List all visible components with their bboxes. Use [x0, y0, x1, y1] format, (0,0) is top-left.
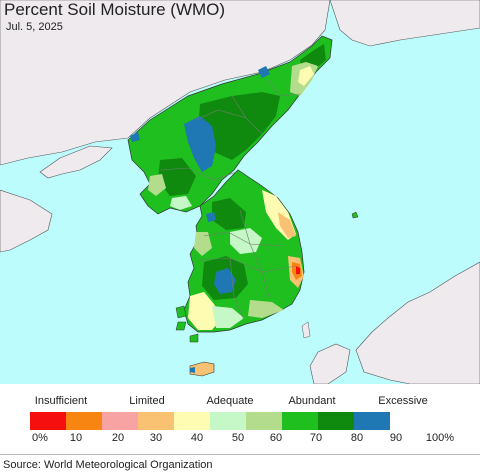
legend-tick-7: 70 [309, 432, 323, 444]
legend-tick-10: 100% [425, 432, 455, 444]
jeju-island [189, 361, 215, 377]
nk-south-light [170, 196, 192, 210]
legend-swatch-0 [30, 412, 66, 430]
japan-island [309, 343, 351, 385]
legend-tick-2: 20 [111, 432, 125, 444]
legend-category-insufficient: Insufficient [34, 395, 88, 407]
province-borders [159, 79, 301, 321]
nk-dark-area [198, 92, 280, 160]
sk-south-coast-light [248, 300, 284, 318]
sk-west-light [194, 232, 212, 256]
legend-swatch-8 [318, 412, 354, 430]
legend-category-adequate: Adequate [206, 395, 254, 407]
map-title: Percent Soil Moisture (WMO) [4, 0, 226, 19]
legend-tick-9: 90 [389, 432, 403, 444]
legend-swatch-3 [138, 412, 174, 430]
sk-south-light [212, 306, 244, 328]
legend-swatch-1 [66, 412, 102, 430]
legend-color-scale [30, 412, 390, 430]
nk-east-coast-adequate [298, 66, 314, 86]
map-date: Jul. 5, 2025 [6, 21, 63, 33]
legend-swatch-6 [246, 412, 282, 430]
sw-islands [175, 305, 199, 343]
legend-tick-5: 50 [231, 432, 245, 444]
china-shandong [0, 189, 53, 253]
legend-tick-6: 60 [269, 432, 283, 444]
legend-swatch-7 [282, 412, 318, 430]
china-land [0, 0, 331, 166]
legend-tick-3: 30 [149, 432, 163, 444]
ulleung-islet [351, 211, 359, 219]
nk-west-coast-light [148, 174, 166, 196]
legend-swatch-2 [102, 412, 138, 430]
legend-swatch-5 [210, 412, 246, 430]
legend-swatch-4 [174, 412, 210, 430]
sk-excessive-area [214, 268, 236, 294]
legend-tick-0: 0% [32, 432, 48, 444]
sk-excessive-spot [206, 212, 216, 222]
legend-tick-4: 40 [190, 432, 204, 444]
jeju-west-spot [190, 367, 195, 373]
russia-land [329, 0, 480, 47]
legend-tick-1: 10 [69, 432, 83, 444]
legend-category-excessive: Excessive [378, 395, 428, 407]
nk-dark-area-3 [158, 158, 196, 196]
sk-central-light [230, 228, 262, 254]
legend-category-limited: Limited [129, 395, 165, 407]
nk-excessive-spot-2 [130, 132, 140, 142]
nk-excessive-spot [258, 66, 270, 78]
sk-south-adequate [188, 292, 222, 330]
legend-category-abundant: Abundant [288, 395, 336, 407]
china-peninsula [39, 145, 113, 179]
footer-divider [0, 454, 480, 455]
japan-tsushima [301, 321, 311, 339]
sk-southeast-red [296, 266, 300, 274]
source-credit: Source: World Meteorological Organizatio… [3, 459, 213, 471]
sk-dark-area [212, 198, 246, 230]
sk-east-coast-limited [278, 212, 296, 238]
legend: Insufficient Limited Adequate Abundant E… [0, 384, 480, 454]
legend-tick-8: 80 [350, 432, 364, 444]
legend-swatch-9 [354, 412, 390, 430]
nk-excessive-area [184, 116, 216, 172]
